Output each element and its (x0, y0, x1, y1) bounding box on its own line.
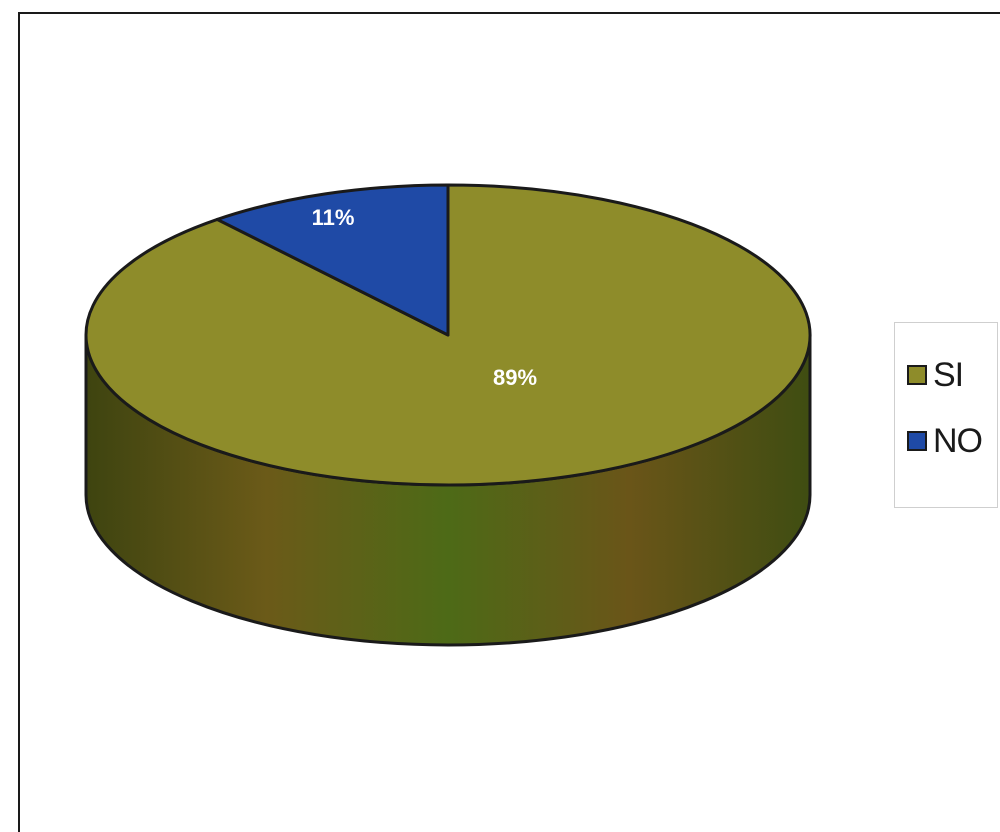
data-label-si: 89% (493, 365, 537, 390)
legend-item-no: NO (907, 419, 983, 463)
legend-item-si: SI (907, 353, 964, 397)
legend-label-no: NO (933, 421, 983, 460)
legend-swatch-no (907, 431, 927, 451)
pie-slices-group: 89% 11% (84, 183, 812, 647)
data-label-no: 11% (312, 205, 355, 230)
legend-label-si: SI (933, 355, 964, 394)
pie-slice-no (215, 183, 450, 337)
legend: SI NO (894, 322, 998, 508)
legend-swatch-si (907, 365, 927, 385)
chart-frame (18, 12, 1000, 832)
